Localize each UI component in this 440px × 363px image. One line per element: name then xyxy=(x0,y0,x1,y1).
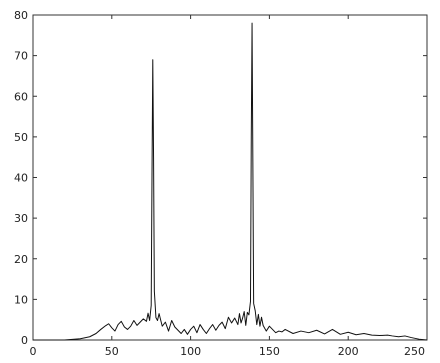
y-tick-label: 70 xyxy=(14,50,28,63)
x-tick-label: 150 xyxy=(259,345,280,358)
y-tick-label: 10 xyxy=(14,293,28,306)
y-tick-label: 50 xyxy=(14,131,28,144)
x-axis-ticks: 0 50 100 150 200 250 xyxy=(30,15,428,358)
y-tick-label: 0 xyxy=(21,334,28,347)
series-layer xyxy=(33,22,428,341)
x-tick-label: 200 xyxy=(338,345,359,358)
x-tick-label: 100 xyxy=(180,345,201,358)
x-tick-label: 0 xyxy=(30,345,37,358)
y-tick-label: 60 xyxy=(14,90,28,103)
series-line xyxy=(33,22,428,341)
y-tick-label: 20 xyxy=(14,253,28,266)
y-tick-label: 40 xyxy=(14,172,28,185)
x-tick-label: 250 xyxy=(404,345,425,358)
x-tick-label: 50 xyxy=(105,345,119,358)
y-tick-label: 80 xyxy=(14,9,28,22)
y-tick-label: 30 xyxy=(14,212,28,225)
